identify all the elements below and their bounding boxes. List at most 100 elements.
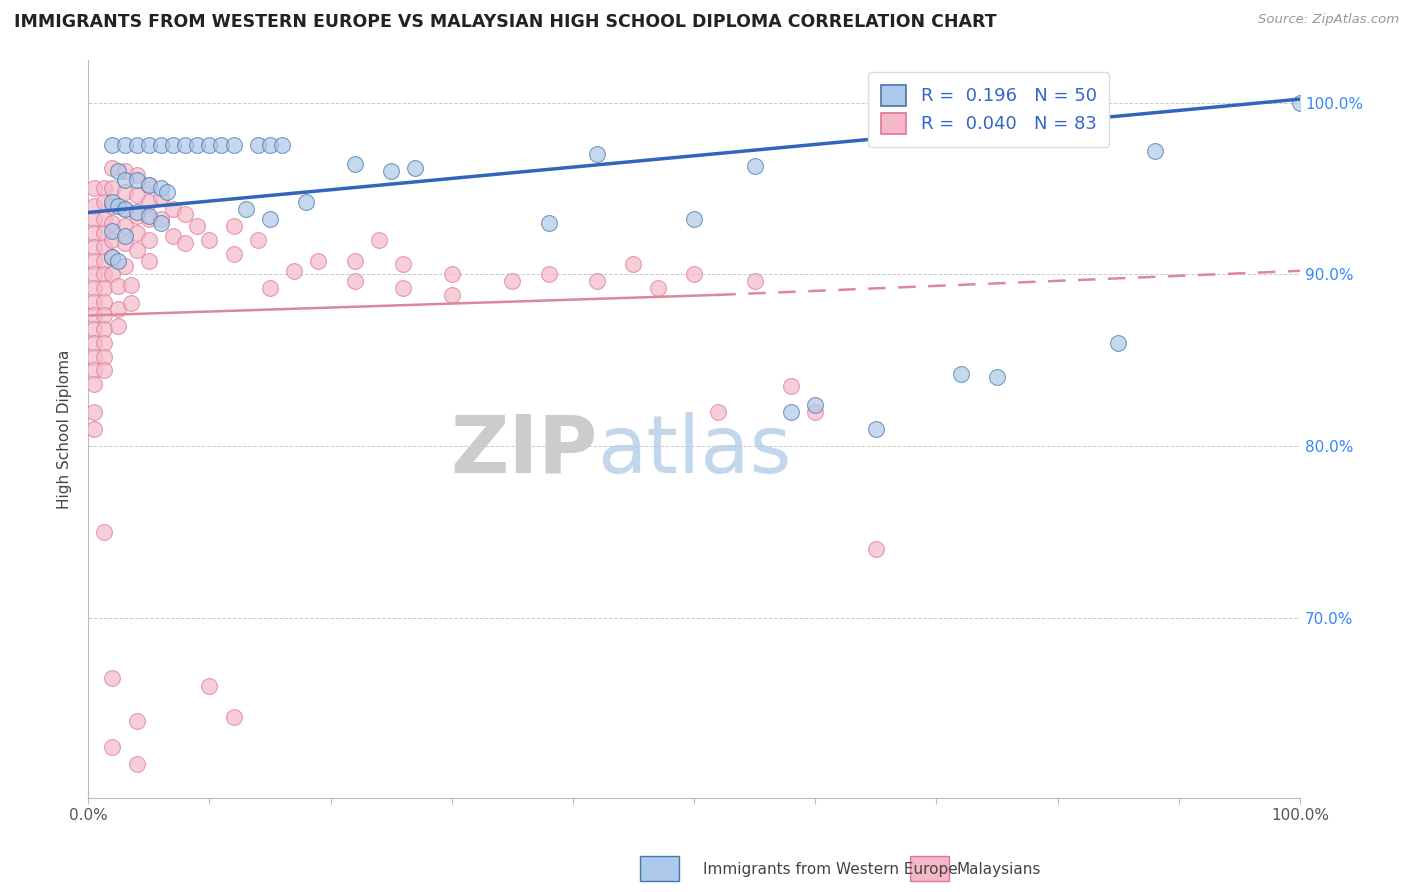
Point [865,422,887,436]
Point [107,279,129,293]
Point [162,138,184,153]
Point [235,202,257,216]
Point [222,710,245,724]
Point [101,216,124,230]
Point [83,335,105,350]
Point [804,405,827,419]
Point [744,274,766,288]
Point [149,212,172,227]
Point [1143,144,1166,158]
Point [101,198,124,212]
Point [222,219,245,234]
Point [101,224,124,238]
Point [101,233,124,247]
Point [83,377,105,392]
Point [93,363,115,377]
Point [246,233,269,247]
Point [138,138,160,153]
Point [174,207,197,221]
Point [120,277,142,292]
Point [101,250,124,264]
Point [101,161,124,175]
Point [107,253,129,268]
Point [1289,95,1312,110]
Point [83,294,105,309]
Point [93,267,115,281]
Point [114,202,136,216]
Point [343,274,366,288]
Point [101,138,124,153]
Point [101,250,124,264]
Point [647,281,669,295]
Point [404,161,426,175]
Point [83,363,105,377]
Point [101,195,124,210]
Point [138,233,160,247]
Point [198,233,221,247]
Point [174,138,197,153]
Point [149,138,172,153]
Point [83,422,105,436]
Point [149,190,172,204]
Point [222,138,245,153]
Point [295,195,318,210]
Point [125,209,148,223]
Point [120,296,142,310]
Point [537,267,560,281]
Point [83,350,105,364]
Point [83,253,105,268]
Point [83,198,105,212]
Point [114,229,136,244]
Point [107,198,129,212]
Point [125,756,148,771]
Point [162,229,184,244]
Point [93,294,115,309]
Point [211,138,233,153]
Point [101,671,124,685]
Point [93,350,115,364]
Point [114,219,136,234]
Point [93,240,115,254]
Point [259,212,281,227]
Point [259,281,281,295]
Point [780,379,803,393]
Text: Malaysians: Malaysians [956,863,1040,877]
Point [114,164,136,178]
Point [93,524,115,539]
Point [986,370,1008,384]
Point [125,188,148,202]
Point [125,138,148,153]
Point [440,267,463,281]
Point [138,209,160,223]
Point [83,240,105,254]
Point [83,212,105,227]
Point [707,405,730,419]
Point [114,138,136,153]
Text: atlas: atlas [598,412,792,490]
Point [83,281,105,295]
Point [93,226,115,240]
Point [114,202,136,216]
Point [1107,335,1129,350]
Point [107,318,129,333]
Point [138,212,160,227]
Point [125,714,148,728]
Point [114,259,136,273]
Point [368,233,391,247]
Point [114,185,136,199]
Point [83,405,105,419]
Point [683,212,706,227]
Point [307,253,329,268]
Text: ZIP: ZIP [450,412,598,490]
Point [93,253,115,268]
Y-axis label: High School Diploma: High School Diploma [58,349,72,508]
Point [586,147,609,161]
Point [156,185,179,199]
Point [283,264,305,278]
Point [222,246,245,260]
Point [107,164,129,178]
Point [246,138,269,153]
Point [125,226,148,240]
Text: Source: ZipAtlas.com: Source: ZipAtlas.com [1258,13,1399,27]
Point [380,164,402,178]
